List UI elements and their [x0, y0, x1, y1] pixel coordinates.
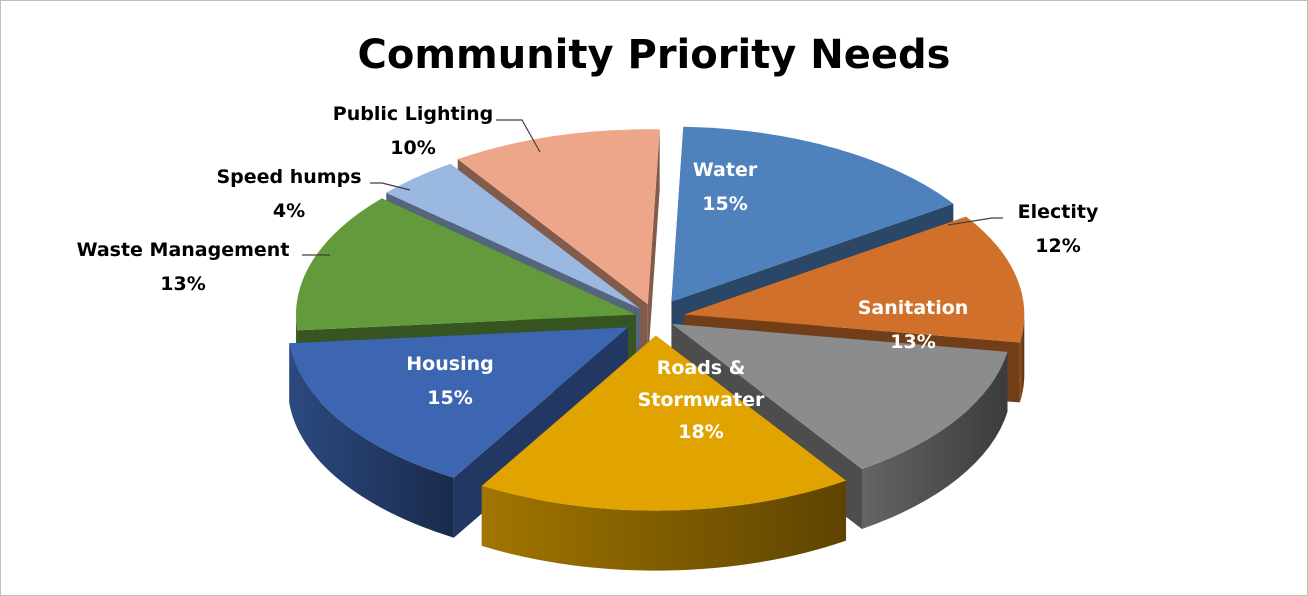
slice-label: Roads & — [657, 357, 746, 379]
chart-title: Community Priority Needs — [357, 32, 951, 78]
slice-top — [289, 327, 628, 478]
slice-label: Water — [693, 159, 758, 181]
slice-value-label: 13% — [160, 273, 205, 295]
slice-top — [457, 129, 660, 305]
slice-wall — [647, 129, 660, 365]
slice-top — [671, 323, 1008, 470]
slice-rim — [289, 343, 454, 538]
slice-label: Waste Management — [77, 239, 290, 261]
slice-value-label: 4% — [273, 200, 305, 222]
slice-label: Stormwater — [638, 389, 765, 411]
slice-label: Sanitation — [858, 297, 969, 319]
slice-value-label: 15% — [427, 387, 472, 409]
leader-line — [947, 217, 1003, 226]
slice-rim — [481, 480, 847, 571]
slice-label: Housing — [406, 353, 493, 375]
slice-label: Speed humps — [216, 166, 361, 188]
slice-top — [671, 126, 954, 302]
slice-label: Public Lighting — [333, 103, 493, 125]
slice-top — [386, 163, 641, 309]
slice-top — [684, 216, 1025, 343]
slice-value-label: 12% — [1035, 235, 1080, 257]
leader-line — [496, 119, 541, 153]
leader-line — [370, 182, 411, 191]
slice-value-label: 15% — [702, 193, 747, 215]
slice-value-label: 18% — [678, 421, 723, 443]
slice-label: Electity — [1018, 201, 1099, 223]
slice-rim — [1019, 314, 1025, 403]
slice-rim — [861, 351, 1008, 530]
slice-value-label: 13% — [890, 331, 935, 353]
slice-top — [481, 335, 847, 511]
pie-slice — [481, 335, 847, 571]
slice-top — [296, 198, 637, 331]
slice-value-label: 10% — [390, 137, 435, 159]
